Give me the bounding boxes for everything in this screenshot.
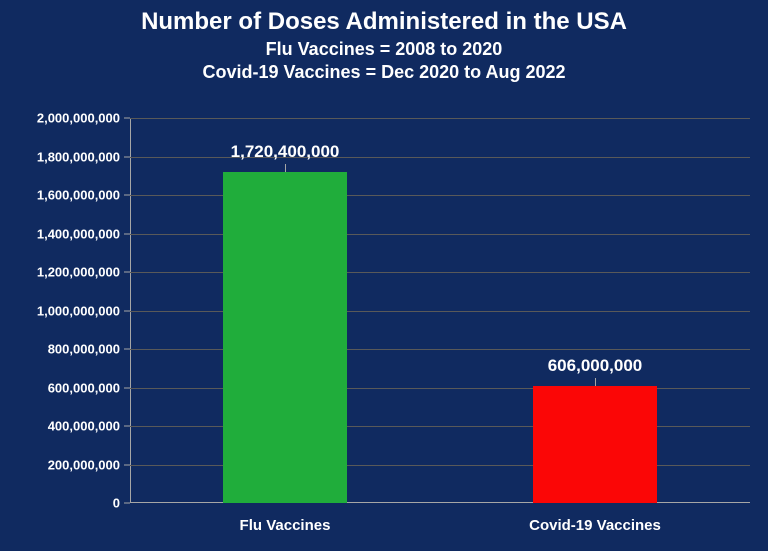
chart-subtitle-2: Covid-19 Vaccines = Dec 2020 to Aug 2022 (0, 62, 768, 83)
y-tick-label: 1,800,000,000 (0, 149, 120, 164)
y-tick-mark (124, 349, 130, 350)
y-tick-label: 2,000,000,000 (0, 111, 120, 126)
bar-flu (223, 172, 347, 503)
y-tick-label: 1,600,000,000 (0, 188, 120, 203)
data-label: 606,000,000 (548, 356, 643, 376)
y-tick-mark (124, 118, 130, 119)
bar-leader-tick (595, 378, 596, 386)
y-tick-mark (124, 387, 130, 388)
data-label: 1,720,400,000 (231, 142, 340, 162)
x-tick-label: Covid-19 Vaccines (529, 517, 661, 534)
y-tick-label: 800,000,000 (0, 342, 120, 357)
chart-subtitle-1: Flu Vaccines = 2008 to 2020 (0, 39, 768, 60)
y-tick-label: 200,000,000 (0, 457, 120, 472)
y-tick-label: 0 (0, 496, 120, 511)
y-tick-mark (124, 310, 130, 311)
y-tick-mark (124, 195, 130, 196)
y-tick-mark (124, 233, 130, 234)
plot-area (130, 118, 750, 503)
gridline (130, 118, 750, 119)
doses-bar-chart: Number of Doses Administered in the USA … (0, 0, 768, 551)
y-tick-mark (124, 503, 130, 504)
chart-title: Number of Doses Administered in the USA (0, 8, 768, 36)
gridline (130, 157, 750, 158)
y-tick-label: 1,000,000,000 (0, 303, 120, 318)
y-tick-label: 1,200,000,000 (0, 265, 120, 280)
bar-leader-tick (285, 164, 286, 172)
y-tick-mark (124, 272, 130, 273)
y-tick-label: 1,400,000,000 (0, 226, 120, 241)
x-tick-label: Flu Vaccines (240, 517, 331, 534)
y-tick-label: 600,000,000 (0, 380, 120, 395)
y-tick-mark (124, 156, 130, 157)
y-tick-mark (124, 464, 130, 465)
y-tick-mark (124, 426, 130, 427)
bar-covid (533, 386, 657, 503)
y-tick-label: 400,000,000 (0, 419, 120, 434)
